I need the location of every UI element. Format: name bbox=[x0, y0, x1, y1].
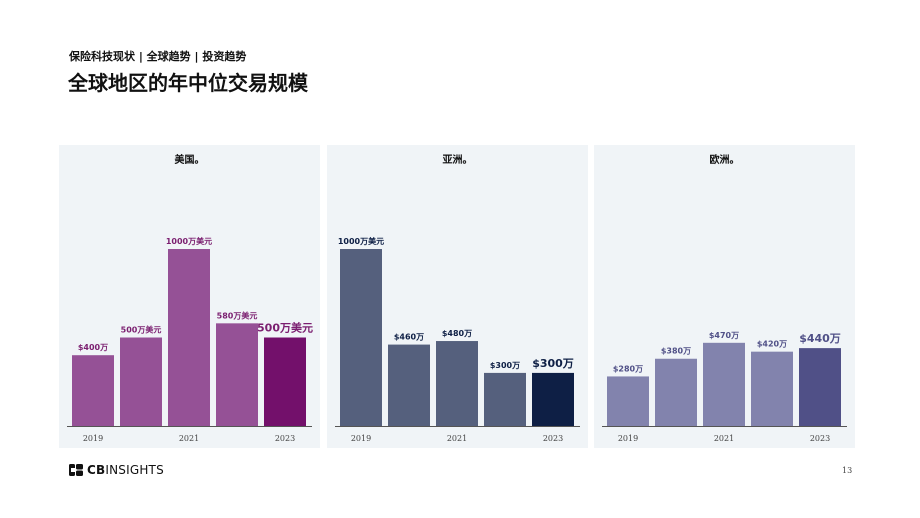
data-label-2022: 580万美元 bbox=[217, 310, 258, 320]
data-label-2019: $400万 bbox=[78, 343, 108, 352]
tick-label-2023: 2023 bbox=[543, 434, 563, 443]
chart-title: 亚洲。 bbox=[443, 154, 473, 166]
data-label-2023: $300万 bbox=[532, 357, 574, 370]
data-label-2023: 500万美元 bbox=[257, 321, 313, 335]
data-label-2019: 1000万美元 bbox=[338, 236, 384, 246]
page-title: 全球地区的年中位交易规模 bbox=[68, 71, 308, 95]
bar-2019 bbox=[607, 376, 649, 426]
bar-2022 bbox=[216, 323, 258, 426]
tick-label-2023: 2023 bbox=[810, 434, 830, 443]
tick-label-2019: 2019 bbox=[618, 434, 638, 443]
tick-label-2021: 2021 bbox=[714, 434, 734, 443]
logo-text-light: INSIGHTS bbox=[105, 463, 164, 477]
data-label-2021: $470万 bbox=[709, 331, 739, 340]
cb-logo-icon bbox=[69, 464, 83, 476]
tick-label-2023: 2023 bbox=[275, 434, 295, 443]
chart-asia: 亚洲。 1000万美元 2019 $460万 $480万 2021 $300万 $300万 20… bbox=[335, 154, 580, 443]
data-label-2020: 500万美元 bbox=[121, 325, 162, 335]
bar-2021 bbox=[168, 249, 210, 426]
bar-2019 bbox=[340, 249, 382, 426]
chart-panel-europe: 欧洲。 $280万 2019 $380万 $470万 2021 $420万 $440万 2023 bbox=[594, 145, 855, 448]
bar-2020 bbox=[388, 344, 430, 426]
chart-panel-asia: 亚洲。 1000万美元 2019 $460万 $480万 2021 $300万 $300万 20… bbox=[327, 145, 588, 448]
data-label-2022: $300万 bbox=[490, 361, 520, 370]
data-label-2022: $420万 bbox=[757, 340, 787, 349]
logo-text-bold: CB bbox=[87, 463, 106, 477]
data-label-2021: 1000万美元 bbox=[166, 236, 212, 246]
chart-panel-us: 美国。 $400万 2019 500万美元 1000万美元 2021 580万美元 500万美… bbox=[59, 145, 320, 448]
bar-2020 bbox=[655, 358, 697, 426]
data-label-2020: $460万 bbox=[394, 333, 424, 342]
chart-title: 欧洲。 bbox=[710, 153, 740, 166]
bar-2022 bbox=[751, 351, 793, 426]
data-label-2019: $280万 bbox=[613, 364, 643, 373]
breadcrumb: 保险科技现状 | 全球趋势 | 投资趋势 bbox=[69, 50, 247, 63]
cb-insights-logo: CBINSIGHTS bbox=[69, 462, 164, 478]
bar-2020 bbox=[120, 337, 162, 426]
bar-2023 bbox=[532, 372, 574, 426]
bar-2023 bbox=[799, 348, 841, 426]
bar-2022 bbox=[484, 372, 526, 426]
tick-label-2019: 2019 bbox=[83, 434, 103, 443]
bar-2019 bbox=[72, 355, 114, 426]
bar-2021 bbox=[436, 341, 478, 426]
bar-2023 bbox=[264, 337, 306, 426]
chart-title: 美国。 bbox=[175, 153, 205, 166]
data-label-2021: $480万 bbox=[442, 329, 472, 338]
page-number: 13 bbox=[842, 466, 853, 475]
chart-europe: 欧洲。 $280万 2019 $380万 $470万 2021 $420万 $440万 2023 bbox=[602, 153, 847, 443]
bar-2021 bbox=[703, 342, 745, 426]
tick-label-2019: 2019 bbox=[351, 434, 371, 443]
data-label-2023: $440万 bbox=[799, 332, 841, 345]
tick-label-2021: 2021 bbox=[447, 434, 467, 443]
tick-label-2021: 2021 bbox=[179, 434, 199, 443]
data-label-2020: $380万 bbox=[661, 347, 691, 356]
chart-us: 美国。$400万2019500万美元1000万美元2021580万美元500万美… bbox=[67, 153, 313, 443]
